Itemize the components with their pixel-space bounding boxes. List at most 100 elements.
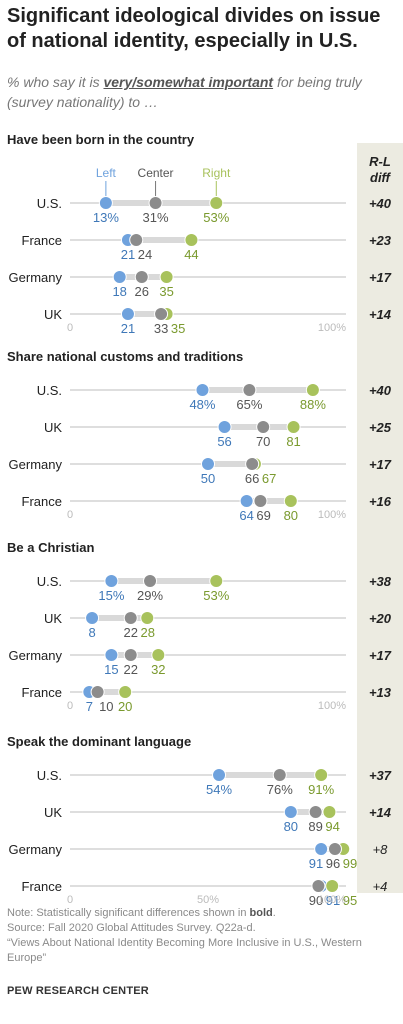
country-label: Germany [9,648,63,663]
dot-left [314,842,329,856]
dot-right [305,383,320,397]
dot-left [104,574,119,588]
diff-value: +40 [369,383,392,398]
axis-label-end: 100% [318,509,346,521]
dot-right [325,879,340,893]
dot-right [209,196,224,210]
chart-title: Significant ideological divides on issue… [7,5,381,52]
value-label-center: 76% [267,782,293,797]
country-label: U.S. [37,196,62,211]
dot-center [242,383,257,397]
dot-right [184,233,199,247]
subtitle-before: % who say it is [7,74,104,90]
value-label-center: 31% [143,210,169,225]
source-line: Source: Fall 2020 Global Attitudes Surve… [7,922,256,934]
diff-value: +20 [369,611,392,626]
value-label-right: 88% [300,397,326,412]
subtitle-emphasis: very/somewhat important [103,74,274,90]
dot-center [308,805,323,819]
chart-notes: Note: Statistically significant differen… [7,906,399,966]
value-label-center: 22 [123,625,137,640]
dot-right [140,611,155,625]
value-label-center: 24 [138,247,152,262]
legend-right: Right [202,166,231,180]
subtitle-after: for being truly (survey nationality) to … [7,74,362,110]
dot-left [201,457,215,471]
diff-column-background [357,143,403,893]
dot-center [90,685,105,699]
diff-value: +8 [373,842,389,857]
value-label-right: 67 [262,471,276,486]
diff-value: +25 [369,420,392,435]
value-label-center: 10 [99,699,113,714]
dot-center [129,233,144,247]
panel-title: Speak the dominant language [7,734,191,749]
value-label-left: 15 [104,662,118,677]
value-label-right: 80 [284,508,298,523]
dot-left [283,805,298,819]
value-label-center: 26 [135,284,149,299]
value-label-right: 44 [184,247,198,262]
country-label: U.S. [37,768,62,783]
value-label-left: 64 [239,508,253,523]
dot-center [123,648,138,662]
axis-label-end: 100% [318,322,346,334]
diff-value: +40 [369,196,392,211]
dot-right [118,685,133,699]
note-bold: bold [249,907,273,919]
report-line: “Views About National Identity Becoming … [7,937,362,964]
diff-value: +16 [369,494,392,509]
axis-label-mid: 50% [197,894,219,906]
panel-title: Be a Christian [7,540,94,555]
dot-right [314,768,329,782]
axis-label-end: 100% [318,894,346,906]
dot-center [253,494,268,508]
value-label-center: 66 [245,471,259,486]
legend-center: Center [138,166,174,180]
value-label-right: 91% [308,782,334,797]
country-label: UK [44,805,62,820]
country-label: France [22,685,62,700]
value-label-right: 32 [151,662,165,677]
diff-value: +17 [369,648,392,663]
legend-left: Left [96,166,117,180]
dot-left [98,196,113,210]
country-label: France [22,233,62,248]
diff-value: +17 [369,270,392,285]
value-label-right: 95 [343,893,357,908]
value-label-left: 50 [201,471,215,486]
axis-label-start: 0 [67,894,73,906]
note-end: . [272,907,276,919]
dot-right [286,420,301,434]
dot-right [322,805,337,819]
value-label-center: 70 [256,434,270,449]
footer-brand: PEW RESEARCH CENTER [7,985,149,997]
value-label-center: 29% [137,588,163,603]
note-text: Note: Statistically significant differen… [7,907,250,919]
dot-center [256,420,271,434]
value-label-right: 35 [159,284,173,299]
dot-center [143,574,158,588]
value-label-left: 8 [88,625,95,640]
dot-left [112,270,127,284]
value-label-center: 89 [308,819,322,834]
dot-center [311,879,326,893]
diff-value: +13 [369,685,392,700]
value-label-left: 21 [121,321,135,336]
axis-label-end: 100% [318,700,346,712]
diff-value: +37 [369,768,392,783]
country-label: UK [44,420,62,435]
value-label-center: 22 [123,662,137,677]
axis-label-start: 0 [67,322,73,334]
country-label: Germany [9,270,63,285]
value-label-left: 48% [189,397,215,412]
dot-right [151,648,166,662]
dot-left [195,383,210,397]
diff-header-line2: diff [370,170,392,185]
dot-right [283,494,298,508]
dot-left [120,307,135,321]
value-label-right: 20 [118,699,132,714]
value-label-center: 90 [309,893,323,908]
diff-value: +17 [369,457,392,472]
value-label-left: 56 [217,434,231,449]
